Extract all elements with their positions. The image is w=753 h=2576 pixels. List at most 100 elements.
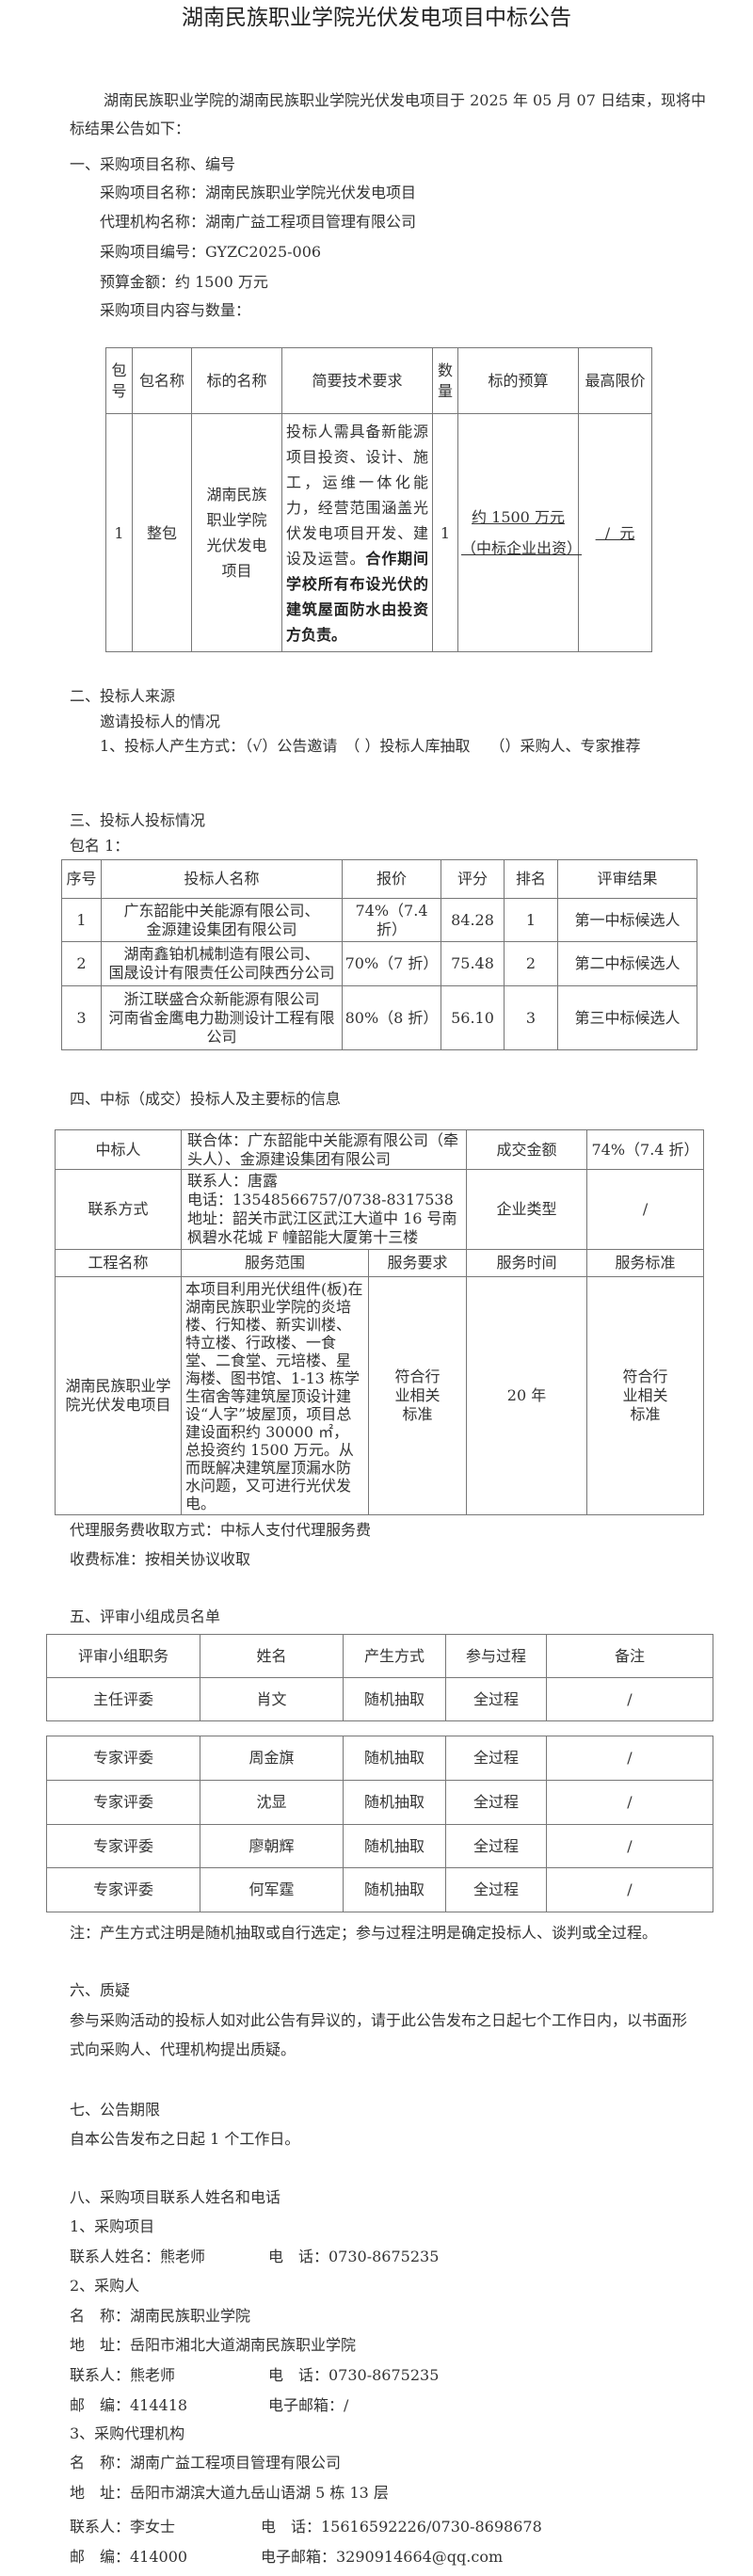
table-row: 湖南民族职业学院光伏发电项目 本项目利用光伏组件(板)在湖南民族职业学院的炎培楼… (55, 1276, 705, 1515)
bidder-name: 浙江联盛合众新能源有限公司 (123, 989, 320, 1008)
panel-note-text: 注：产生方式注明是随机抽取或自行选定；参与过程注明是确定投标人、谈判或全过程。 (70, 1924, 658, 1942)
score: 56.10 (441, 985, 505, 1050)
header-cell: 服务范围 (181, 1249, 369, 1277)
header-cell: 包号 (105, 347, 133, 414)
contact-person: 联系人：唐露 (187, 1172, 279, 1190)
contact-row: 联系方式 联系人：唐露 电话：13548566757/0738-8317538 … (55, 1169, 705, 1250)
purchaser-email: 电子邮箱：/ (268, 2396, 349, 2414)
panel-note: / (546, 1780, 713, 1825)
header-cell: 评分 (441, 859, 505, 899)
header-cell: 包名称 (132, 347, 192, 414)
section-1-heading: 一、采购项目名称、编号 (70, 155, 236, 173)
purchaser-name: 名 称：湖南民族职业学院 (70, 2307, 251, 2325)
panel-name: 沈显 (200, 1780, 344, 1825)
package-name: 整包 (132, 413, 192, 652)
notice-period: 自本公告发布之日起 1 个工作日。 (70, 2130, 300, 2148)
header-cell: 服务要求 (367, 1249, 468, 1277)
table-header-row: 工程名称 服务范围 服务要求 服务时间 服务标准 (55, 1249, 705, 1277)
bidder-name: 国晟设计有限责任公司陕西分公司 (108, 964, 335, 982)
bid-price: 70%（7 折） (342, 941, 441, 986)
score: 84.28 (441, 898, 505, 942)
header-cell: 投标人名称 (101, 859, 343, 899)
intro-line-1: 湖南民族职业学院的湖南民族职业学院光伏发电项目于 2025 年 05 月 07 … (104, 91, 706, 109)
panel-process: 全过程 (445, 1780, 547, 1825)
review-result: 第三中标候选人 (557, 985, 697, 1050)
review-result: 第一中标候选人 (557, 898, 697, 942)
fee-standard: 收费标准：按相关协议收取 (70, 1550, 251, 1568)
budget-note: （中标企业出资） (461, 539, 583, 557)
panel-process: 全过程 (445, 1677, 547, 1721)
header-cell: 产生方式 (343, 1634, 446, 1678)
tech-requirement: 投标人需具备新能源项目投资、设计、施工，运维一体化能力，经营范围涵盖光伏发电项目… (286, 422, 428, 568)
bid-table: 序号 投标人名称 报价 评分 排名 评审结果 1 广东韶能中关能源有限公司、 金源… (61, 859, 697, 1050)
project-name-cell: 湖南民族职业学院光伏发电项目 (55, 1276, 182, 1515)
rank: 2 (504, 941, 558, 986)
score: 75.48 (441, 941, 505, 986)
agency-contact: 联系人：李女士 (70, 2518, 176, 2536)
section-3-heading: 三、投标人投标情况 (70, 811, 206, 829)
amount-label: 成交金额 (466, 1129, 588, 1170)
service-requirement: 符合行业相关标准 (367, 1276, 468, 1515)
agency-zip: 邮 编：414000 (70, 2548, 188, 2566)
panel-note: / (546, 1677, 713, 1721)
winner-row: 中标人 联合体：广东韶能中关能源有限公司（牵头人）、金源建设集团有限公司 成交金… (55, 1129, 705, 1170)
contact-phone: 电话：13548566757/0738-8317538 (187, 1191, 454, 1208)
header-cell: 备注 (546, 1634, 713, 1678)
panel-note: / (546, 1736, 713, 1781)
agency-name: 代理机构名称：湖南广益工程项目管理有限公司 (100, 213, 417, 231)
panel-role: 专家评委 (46, 1736, 200, 1781)
header-cell: 最高限价 (578, 347, 652, 414)
winner-info-table: 中标人 联合体：广东韶能中关能源有限公司（牵头人）、金源建设集团有限公司 成交金… (55, 1129, 705, 1515)
table-header-row: 评审小组职务 姓名 产生方式 参与过程 备注 (46, 1634, 713, 1678)
panel-name: 廖朝辉 (200, 1824, 344, 1868)
header-cell: 评审小组职务 (46, 1634, 200, 1678)
winner-name: 联合体：广东韶能中关能源有限公司（牵头人）、金源建设集团有限公司 (180, 1129, 468, 1170)
table-row: 2 湖南鑫铂机械制造有限公司、 国晟设计有限责任公司陕西分公司 70%（7 折） … (61, 941, 697, 986)
header-cell: 序号 (61, 859, 102, 899)
contact-label: 联系方式 (55, 1169, 182, 1250)
panel-role: 专家评委 (46, 1780, 200, 1825)
agency-email: 电子邮箱：3290914664@qq.com (261, 2548, 504, 2566)
winner-label: 中标人 (55, 1129, 182, 1170)
section-7-heading: 七、公告期限 (70, 2101, 161, 2119)
header-cell: 工程名称 (55, 1249, 182, 1277)
max-price: / 元 (595, 523, 635, 542)
table-row: 主任评委 肖文 随机抽取 全过程 / (46, 1677, 713, 1721)
tech-requirement-bold: 合作期间学校所有布设光伏的建筑屋面防水由投资方负责。 (286, 549, 428, 644)
rank: 3 (504, 985, 558, 1050)
content-label: 采购项目内容与数量： (100, 301, 251, 319)
project-contact-name: 联系人姓名：熊老师 (70, 2248, 206, 2265)
table-row: 专家评委 廖朝辉 随机抽取 全过程 / (46, 1824, 713, 1868)
table-row: 专家评委 何军霆 随机抽取 全过程 / (46, 1867, 713, 1912)
service-scope: 本项目利用光伏组件(板)在湖南民族职业学院的炎培楼、行知楼、新实训楼、特立楼、行… (181, 1276, 369, 1515)
header-cell: 参与过程 (445, 1634, 547, 1678)
budget-value: 约 1500 万元 (472, 508, 565, 526)
agency-phone: 电 话：15616592226/0730-8698678 (261, 2518, 542, 2536)
purchaser-phone: 电 话：0730-8675235 (268, 2366, 440, 2384)
objection-text-1: 参与采购活动的投标人如对此公告有异议的，请于此公告发布之日起七个工作日内，以书面… (70, 2011, 688, 2029)
package-label: 包名 1： (70, 837, 130, 855)
bidder-name: 湖南鑫铂机械制造有限公司、 (123, 945, 320, 963)
header-cell: 服务时间 (466, 1249, 588, 1277)
table-row: 专家评委 周金旗 随机抽取 全过程 / (46, 1736, 713, 1781)
header-cell: 报价 (342, 859, 441, 899)
panel-table-head: 评审小组职务 姓名 产生方式 参与过程 备注 主任评委 肖文 随机抽取 全过程 … (46, 1634, 713, 1721)
section-2-heading: 二、投标人来源 (70, 687, 176, 705)
panel-process: 全过程 (445, 1867, 547, 1912)
service-standard: 符合行业相关标准 (586, 1276, 705, 1515)
service-time: 20 年 (466, 1276, 588, 1515)
panel-method: 随机抽取 (343, 1867, 446, 1912)
review-result: 第二中标候选人 (557, 941, 697, 986)
type-label: 企业类型 (466, 1169, 588, 1250)
panel-name: 周金旗 (200, 1736, 344, 1781)
project-contact-phone: 电 话：0730-8675235 (268, 2248, 440, 2265)
panel-name: 何军霆 (200, 1867, 344, 1912)
panel-method: 随机抽取 (343, 1736, 446, 1781)
purchaser-contact: 联系人：熊老师 (70, 2366, 176, 2384)
bidder-name: 河南省金鹰电力勘测设计工程有限 (108, 1008, 335, 1027)
bidder-name: 金源建设集团有限公司 (146, 920, 297, 938)
header-cell: 服务标准 (586, 1249, 705, 1277)
panel-role: 主任评委 (46, 1677, 200, 1721)
panel-method: 随机抽取 (343, 1677, 446, 1721)
subject-name: 湖南民族职业学院光伏发电项目 (191, 413, 282, 652)
